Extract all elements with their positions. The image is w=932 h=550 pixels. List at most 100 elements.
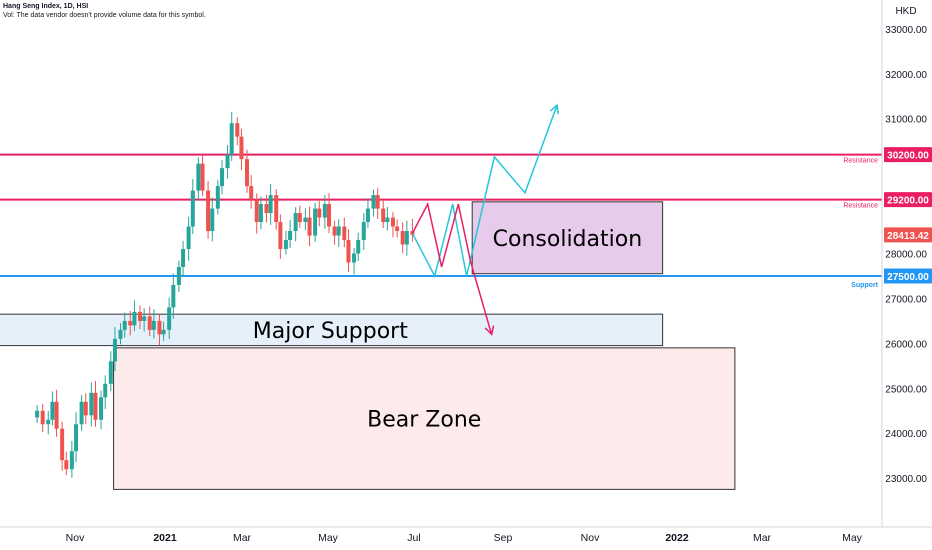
- candle-body: [137, 311, 142, 321]
- candle-body: [400, 231, 405, 245]
- candle-body: [317, 208, 322, 218]
- candle-body: [375, 195, 380, 209]
- candle-body: [381, 208, 386, 223]
- candle-body: [322, 204, 327, 218]
- level-name-1: Resistance: [843, 203, 878, 210]
- x-tick-2: Mar: [233, 532, 252, 544]
- candle-body: [229, 123, 234, 155]
- candle-body: [50, 401, 55, 420]
- y-tick-2: 31000.00: [885, 115, 927, 126]
- candle-body: [225, 154, 230, 169]
- candle-body: [356, 240, 361, 254]
- y-tick-0: 33000.00: [885, 25, 927, 36]
- candle-body: [128, 320, 133, 326]
- level-badge-1-text: 29200.00: [887, 196, 929, 207]
- candle-body: [239, 136, 244, 160]
- chart-title: Hang Seng Index, 1D, HSI: [3, 3, 89, 10]
- candle-body: [346, 240, 351, 263]
- level-badge-0: [884, 147, 932, 163]
- projection-layer: [411, 103, 560, 336]
- projection-red-arrowhead: [484, 325, 495, 336]
- candle-body: [64, 460, 69, 470]
- zone-label-2: Bear Zone: [367, 408, 481, 433]
- zone-2: [113, 347, 736, 490]
- candle-body: [297, 213, 302, 223]
- candle-body: [288, 231, 293, 241]
- y-tick-7: 24000.00: [885, 429, 927, 440]
- candle-body: [361, 222, 366, 241]
- candle-body: [395, 226, 400, 232]
- candle-body: [83, 401, 88, 416]
- projection-teal-arrowhead: [549, 103, 560, 115]
- candle-body: [307, 217, 312, 236]
- candle-body: [327, 204, 332, 227]
- candle-body: [147, 316, 152, 330]
- level-badge-2: [884, 268, 932, 284]
- x-tick-9: May: [842, 532, 863, 544]
- candle-body: [303, 217, 308, 223]
- candle-body: [249, 186, 254, 200]
- candle-body: [99, 397, 104, 420]
- candle-body: [108, 361, 113, 384]
- candle-body: [60, 428, 65, 461]
- candle-body: [89, 392, 94, 416]
- candle-body: [365, 208, 370, 223]
- last-price-badge-text: 28413.42: [887, 231, 929, 242]
- candle-body: [35, 410, 40, 418]
- candle-body: [210, 208, 215, 232]
- candle-body: [176, 266, 181, 285]
- candle-body: [69, 451, 74, 470]
- x-tick-6: Nov: [581, 532, 600, 544]
- candle-body: [268, 195, 273, 214]
- candle-body: [352, 253, 357, 263]
- zones-layer: Consolidation Major Support Bear Zone: [0, 201, 736, 490]
- candle-body: [181, 249, 186, 267]
- candle-body: [235, 123, 240, 137]
- candle-body: [112, 338, 117, 362]
- candle-body: [54, 401, 59, 429]
- candle-body: [151, 320, 156, 330]
- candle-body: [219, 168, 224, 187]
- candle-body: [215, 186, 220, 209]
- candle-body: [132, 311, 137, 326]
- x-tick-4: Jul: [407, 532, 420, 544]
- candle-body: [342, 226, 347, 241]
- candle-body: [74, 424, 79, 452]
- candle-body: [332, 226, 337, 236]
- level-name-2: Support: [851, 282, 878, 289]
- x-tick-1: 2021: [153, 532, 177, 544]
- candle-body: [264, 204, 269, 214]
- candle-body: [46, 419, 51, 425]
- x-tick-7: 2022: [665, 532, 689, 544]
- candle-body: [171, 284, 176, 308]
- time-axis[interactable]: Nov 2021 Mar May Jul Sep Nov 2022 Mar May: [0, 526, 932, 544]
- candle-body: [200, 163, 205, 191]
- candle-body: [196, 163, 201, 191]
- candles-layer: [35, 111, 415, 478]
- candle-body: [122, 320, 127, 330]
- candle-body: [40, 410, 45, 425]
- candle-body: [313, 208, 318, 236]
- candle-body: [404, 231, 409, 245]
- candle-body: [79, 401, 84, 425]
- candle-body: [278, 222, 283, 250]
- candle-body: [336, 226, 341, 236]
- candle-body: [167, 307, 172, 330]
- candle-body: [283, 240, 288, 250]
- level-badge-2-text: 27500.00: [887, 272, 929, 283]
- price-axis[interactable]: 33000.00 32000.00 31000.00 28000.00 27000.00…: [881, 0, 932, 550]
- volume-note: Vol: The data vendor doesn't provide vol…: [3, 12, 206, 19]
- candle-body: [103, 383, 108, 398]
- projection-teal: [411, 104, 558, 279]
- candle-body: [161, 329, 166, 335]
- level-name-0: Resistance: [843, 158, 878, 165]
- candle-body: [385, 217, 390, 223]
- candle-body: [206, 190, 211, 232]
- zone-0: [471, 201, 664, 275]
- candle-body: [293, 213, 298, 232]
- candle-body: [371, 195, 376, 209]
- candle-body: [254, 199, 259, 223]
- y-tick-3: 28000.00: [885, 250, 927, 261]
- y-tick-8: 23000.00: [885, 474, 927, 485]
